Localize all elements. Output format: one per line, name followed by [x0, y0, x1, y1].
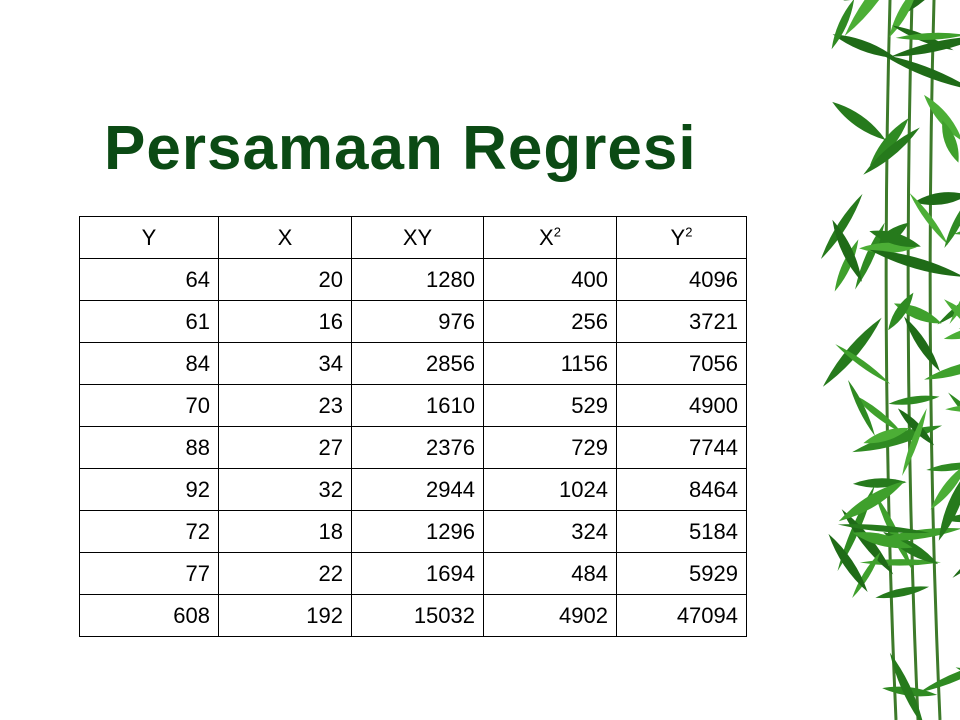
- table-cell: 3721: [616, 300, 747, 343]
- table-cell: 34: [218, 342, 352, 385]
- table-row: 84 34 2856 1156 7056: [79, 342, 747, 385]
- header-cell-x-squared: X2: [483, 216, 617, 259]
- table-cell: 2376: [351, 426, 484, 469]
- table-cell: 5184: [616, 510, 747, 553]
- leaf-group: [820, 0, 960, 720]
- table-cell: 729: [483, 426, 617, 469]
- table-cell: 88: [79, 426, 219, 469]
- header-cell-y-squared: Y2: [616, 216, 747, 259]
- table-cell: 2944: [351, 468, 484, 511]
- table-cell: 484: [483, 552, 617, 595]
- table-row: 64 20 1280 400 4096: [79, 258, 747, 301]
- table-cell: 84: [79, 342, 219, 385]
- table-cell: 8464: [616, 468, 747, 511]
- header-cell-y: Y: [79, 216, 219, 259]
- table-cell: 61: [79, 300, 219, 343]
- table-cell: 324: [483, 510, 617, 553]
- table-row: 61 16 976 256 3721: [79, 300, 747, 343]
- table-cell: 16: [218, 300, 352, 343]
- table-cell: 4902: [483, 594, 617, 637]
- header-cell-x: X: [218, 216, 352, 259]
- table-cell: 64: [79, 258, 219, 301]
- table-cell: 4900: [616, 384, 747, 427]
- table-cell: 529: [483, 384, 617, 427]
- table-cell: 1296: [351, 510, 484, 553]
- table-cell: 4096: [616, 258, 747, 301]
- table-cell: 20: [218, 258, 352, 301]
- table-cell: 72: [79, 510, 219, 553]
- header-cell-xy: XY: [351, 216, 484, 259]
- table-cell: 5929: [616, 552, 747, 595]
- total-row: 608 192 15032 4902 47094: [79, 594, 747, 637]
- table-cell: 1280: [351, 258, 484, 301]
- table-cell: 256: [483, 300, 617, 343]
- table-cell: 400: [483, 258, 617, 301]
- regression-table: Y X XY X2 Y2 64 20 1280 400 4096 61 16 976 256 37…: [79, 216, 747, 637]
- table-cell: 18: [218, 510, 352, 553]
- bamboo-leaves-icon: [820, 0, 960, 720]
- table-cell: 7056: [616, 342, 747, 385]
- table-cell: 77: [79, 552, 219, 595]
- table-cell: 92: [79, 468, 219, 511]
- table-row: 92 32 2944 1024 8464: [79, 468, 747, 511]
- table-cell: 23: [218, 384, 352, 427]
- table-cell: 1024: [483, 468, 617, 511]
- table-cell: 15032: [351, 594, 484, 637]
- table-cell: 1156: [483, 342, 617, 385]
- table-cell: 608: [79, 594, 219, 637]
- table-cell: 2856: [351, 342, 484, 385]
- table-cell: 27: [218, 426, 352, 469]
- table-row: 88 27 2376 729 7744: [79, 426, 747, 469]
- table-cell: 976: [351, 300, 484, 343]
- table-cell: 70: [79, 384, 219, 427]
- table-row: 77 22 1694 484 5929: [79, 552, 747, 595]
- table-cell: 192: [218, 594, 352, 637]
- header-row: Y X XY X2 Y2: [79, 216, 747, 259]
- table-cell: 32: [218, 468, 352, 511]
- slide-title: Persamaan Regresi: [104, 114, 697, 183]
- table-row: 72 18 1296 324 5184: [79, 510, 747, 553]
- table-cell: 1610: [351, 384, 484, 427]
- table-cell: 22: [218, 552, 352, 595]
- table-cell: 1694: [351, 552, 484, 595]
- table-cell: 7744: [616, 426, 747, 469]
- table-cell: 47094: [616, 594, 747, 637]
- table-row: 70 23 1610 529 4900: [79, 384, 747, 427]
